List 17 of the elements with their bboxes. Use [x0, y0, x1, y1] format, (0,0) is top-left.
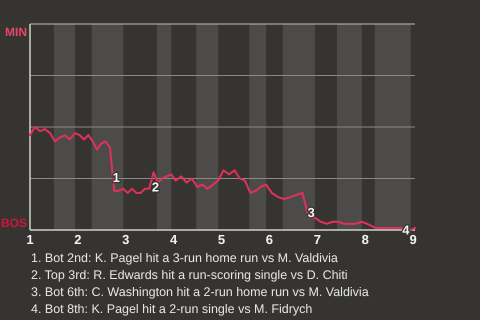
text: 3. Bot 6th: C. Washington hit a 2-run home run vs M. Valdivia: [31, 285, 369, 299]
x-tick-label: 1: [26, 232, 34, 247]
x-tick-label: 8: [362, 232, 369, 247]
x-tick-label: 6: [266, 232, 274, 247]
annotation: 2: [152, 179, 160, 194]
x-tick-label: 4: [170, 232, 178, 247]
text: 1. Bot 2nd: K. Pagel hit a 3-run home run vs M. Valdivia: [31, 251, 338, 265]
text: 2. Top 3rd: R. Edwards hit a run-scoring single vs D. Chiti: [31, 268, 348, 282]
x-tick-label: 3: [122, 232, 130, 247]
x-tick-label: 7: [314, 232, 321, 247]
text: BOS: [0, 216, 27, 230]
text: MIN: [5, 25, 27, 39]
annotation: 1: [112, 170, 120, 186]
x-tick-label: 2: [74, 232, 82, 247]
text: 4. Bot 8th: K. Pagel hit a 2-run single vs M. Fidrych: [31, 302, 312, 316]
x-tick-label: 5: [218, 232, 226, 247]
x-tick-label: 9: [409, 232, 417, 247]
